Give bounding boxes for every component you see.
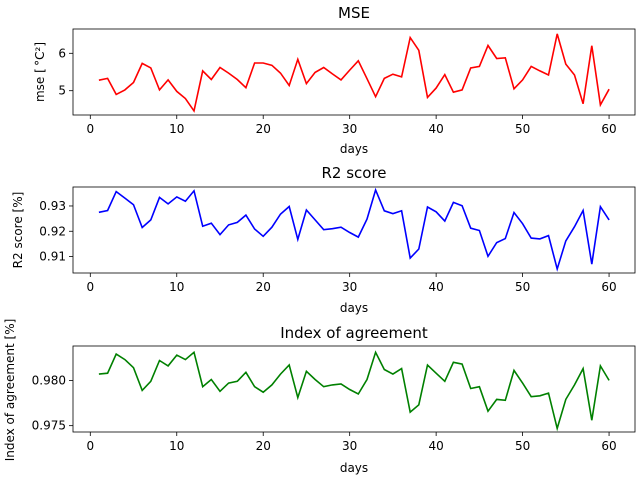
x-tick-label: 0 [86, 280, 94, 294]
x-tick-label: 60 [601, 439, 616, 453]
x-tick-label: 50 [515, 122, 530, 136]
x-tick-label: 30 [342, 122, 357, 136]
chart-title: R2 score [321, 164, 386, 182]
series-line [98, 33, 610, 113]
y-tick-label: 0.91 [39, 250, 66, 264]
panel-r2-score: R2 score 0 10 20 30 40 50 600.910.920.93 days … [11, 164, 636, 315]
plot-area [72, 28, 636, 116]
panel-mse: MSE 0 10 20 30 40 50 60 5 6 days mse [ °C²] [33, 4, 636, 156]
x-tick-label: 60 [601, 122, 616, 136]
x-tick-label: 50 [515, 280, 530, 294]
y-tick-label: 0.980 [32, 373, 66, 387]
ticks: 0 10 20 30 40 50 60 0.975 0.980 [32, 373, 617, 453]
chart-title: Index of agreement [280, 324, 428, 342]
plot-area [72, 186, 636, 274]
x-tick-label: 0 [86, 439, 94, 453]
x-tick-label: 20 [256, 280, 271, 294]
ticks: 0 10 20 30 40 50 60 0.91 0.92 0.93 [39, 199, 616, 294]
ticks: 0 10 20 30 40 50 60 5 6 [58, 46, 616, 136]
x-tick-label: 20 [256, 439, 271, 453]
x-axis-label: days [340, 142, 368, 156]
x-tick-label: 50 [515, 439, 530, 453]
y-tick-label: 0.975 [32, 419, 66, 433]
series-line [98, 350, 610, 432]
x-tick-label: 0 [86, 122, 94, 136]
x-tick-label: 40 [428, 122, 443, 136]
x-tick-label: 40 [428, 280, 443, 294]
x-tick-label: 60 [601, 280, 616, 294]
y-axis-label: R2 score [%] [11, 192, 25, 269]
y-tick-label: 0.93 [39, 199, 66, 213]
x-tick-label: 10 [169, 122, 184, 136]
series-line [98, 187, 610, 272]
y-tick-label: 5 [58, 84, 66, 98]
x-axis-label: days [340, 461, 368, 475]
x-tick-label: 20 [256, 122, 271, 136]
y-axis-label: mse [ °C²] [33, 42, 47, 102]
y-tick-label: 0.92 [39, 224, 66, 238]
x-tick-label: 30 [342, 439, 357, 453]
plot-area [72, 345, 636, 433]
chart-title: MSE [338, 4, 370, 22]
y-axis-label: Index of agreement [%] [3, 319, 17, 462]
panel-index-of-agreement: Index of agreement 0 10 20 30 40 50 60 0.975 0.9… [3, 319, 636, 475]
x-tick-label: 10 [169, 280, 184, 294]
x-tick-label: 10 [169, 439, 184, 453]
x-tick-label: 40 [428, 439, 443, 453]
y-tick-label: 6 [58, 46, 66, 60]
x-tick-label: 30 [342, 280, 357, 294]
x-axis-label: days [340, 301, 368, 315]
